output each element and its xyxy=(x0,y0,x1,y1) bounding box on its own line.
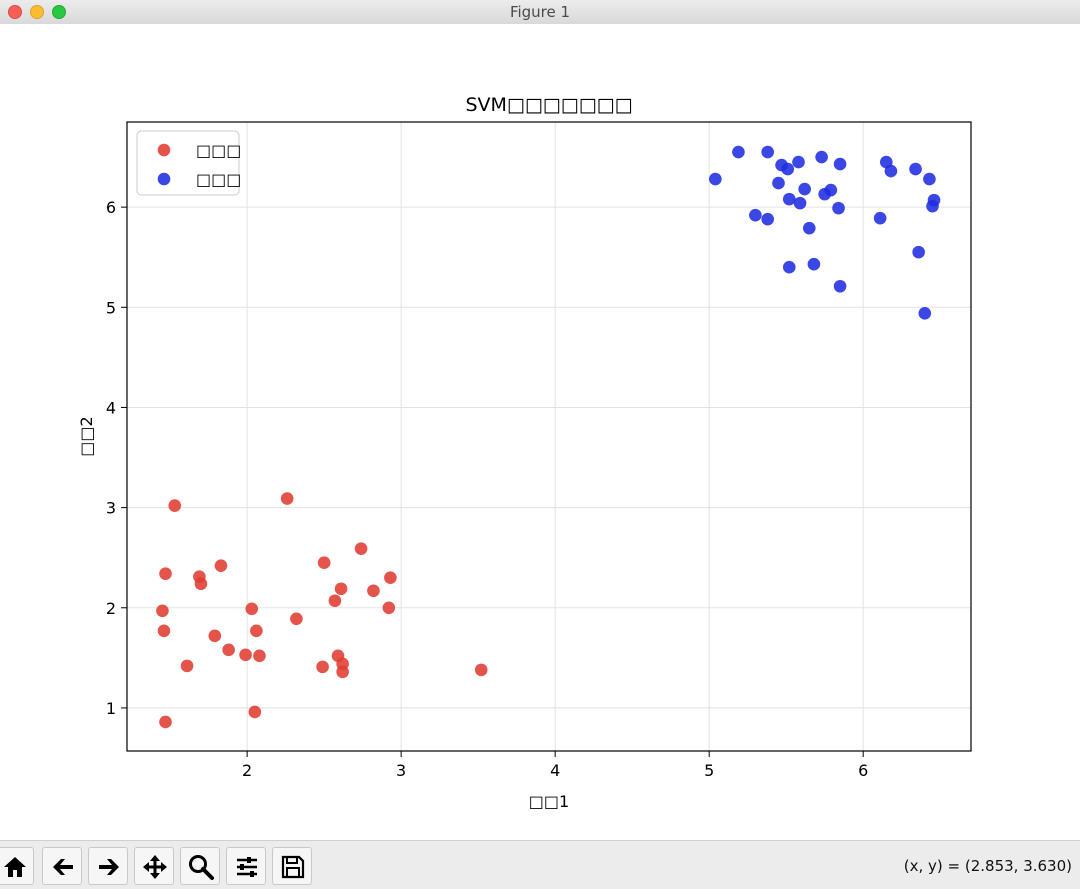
window-titlebar: Figure 1 xyxy=(0,0,1080,25)
home-button[interactable] xyxy=(0,847,34,885)
legend: □□□ □□□ xyxy=(136,130,241,196)
scatter-chart[interactable]: 2 3 4 5 6 1 2 3 4 5 6 SVM□□□□□□□ □□1 □□2 □□□ □□□ xyxy=(0,24,1080,840)
pan-button[interactable] xyxy=(134,847,174,885)
blue-data-point xyxy=(833,279,847,293)
red-data-point xyxy=(328,594,342,608)
axes-frame xyxy=(126,121,972,752)
blue-data-point xyxy=(923,172,936,186)
close-window-button[interactable] xyxy=(8,5,22,19)
blue-data-point xyxy=(884,164,898,178)
red-data-point xyxy=(367,584,380,598)
red-data-point xyxy=(280,492,294,505)
red-data-point xyxy=(317,556,331,570)
blue-data-point xyxy=(761,145,775,159)
blue-data-point xyxy=(873,211,887,225)
red-data-point xyxy=(384,571,397,585)
cursor-coordinates: (x, y) = (2.853, 3.630) xyxy=(903,857,1072,875)
red-data-point xyxy=(157,624,171,638)
chart-title: SVM□□□□□□□ xyxy=(465,94,632,116)
y-tick-label: 4 xyxy=(106,398,116,417)
blue-data-point xyxy=(824,183,838,197)
blue-data-point xyxy=(798,182,811,196)
x-axis-label: □□1 xyxy=(529,792,569,811)
back-arrow-icon xyxy=(53,859,73,875)
configure-subplots-icon xyxy=(237,857,257,877)
red-data-point xyxy=(194,577,208,591)
blue-data-point xyxy=(709,172,722,186)
y-tick-label: 5 xyxy=(106,298,116,317)
red-data-point xyxy=(208,629,222,643)
blue-data-point xyxy=(793,196,807,210)
x-tick-label: 4 xyxy=(550,761,560,780)
y-tick-label: 3 xyxy=(106,499,116,518)
y-tick-label: 1 xyxy=(106,699,116,718)
x-tick-label: 5 xyxy=(704,761,714,780)
red-data-point xyxy=(159,567,172,581)
legend-marker xyxy=(157,172,171,186)
zoom-magnifier-icon xyxy=(189,855,214,880)
red-data-point xyxy=(334,582,348,596)
y-tick-label: 2 xyxy=(106,599,116,618)
x-tick-label: 3 xyxy=(396,761,406,780)
window-title: Figure 1 xyxy=(509,3,571,21)
red-data-point xyxy=(156,604,169,618)
red-data-point xyxy=(336,665,349,679)
minimize-window-button[interactable] xyxy=(30,5,44,19)
x-tick-label: 2 xyxy=(242,761,252,780)
red-data-point xyxy=(245,602,259,616)
red-data-point xyxy=(382,601,396,615)
y-tick-label: 6 xyxy=(106,198,116,217)
forward-arrow-icon xyxy=(99,859,119,875)
blue-data-point xyxy=(927,193,941,207)
red-data-point xyxy=(222,643,235,657)
blue-data-point xyxy=(918,307,932,320)
blue-data-point xyxy=(749,208,762,222)
blue-data-point xyxy=(802,221,816,235)
blue-data-point xyxy=(909,162,922,176)
y-axis-label: □□2 xyxy=(77,416,96,456)
pan-move-icon xyxy=(143,855,167,879)
legend-label: □□□ xyxy=(196,141,241,160)
zoom-button[interactable] xyxy=(180,847,220,885)
blue-data-point xyxy=(781,162,795,176)
home-icon xyxy=(4,857,26,877)
blue-data-point xyxy=(732,145,745,159)
navigation-toolbar: (x, y) = (2.853, 3.630) xyxy=(0,840,1080,889)
red-data-point xyxy=(290,612,303,626)
red-data-point xyxy=(180,659,194,673)
grid-lines xyxy=(127,122,971,751)
figure-canvas[interactable]: 2 3 4 5 6 1 2 3 4 5 6 SVM□□□□□□□ □□1 □□2 □□□ □□□ xyxy=(0,24,1080,840)
axis-ticks: 2 3 4 5 6 1 2 3 4 5 6 xyxy=(106,198,868,780)
red-data-point xyxy=(316,660,329,674)
blue-data-point xyxy=(833,157,847,171)
blue-data-point xyxy=(761,212,775,226)
maximize-window-button[interactable] xyxy=(52,5,66,19)
blue-data-point xyxy=(807,257,821,271)
save-floppy-icon xyxy=(281,855,305,879)
red-data-point xyxy=(214,559,228,573)
blue-data-point xyxy=(815,150,828,164)
x-tick-label: 6 xyxy=(858,761,868,780)
red-data-point xyxy=(168,499,182,512)
legend-marker xyxy=(157,143,171,157)
legend-label: □□□ xyxy=(196,170,241,189)
red-data-point xyxy=(239,648,252,662)
back-button[interactable] xyxy=(42,847,82,885)
forward-button[interactable] xyxy=(88,847,128,885)
red-data-point xyxy=(354,542,368,555)
red-data-point xyxy=(248,705,262,719)
blue-data-point xyxy=(832,201,845,215)
blue-data-point xyxy=(772,176,785,190)
blue-data-point xyxy=(782,260,796,274)
configure-subplots-button[interactable] xyxy=(226,847,266,885)
blue-data-point xyxy=(792,155,805,169)
red-data-point xyxy=(159,715,172,729)
red-data-point xyxy=(474,663,488,677)
data-points xyxy=(156,145,941,729)
red-data-point xyxy=(250,624,263,638)
save-button[interactable] xyxy=(272,847,312,885)
blue-data-point xyxy=(782,192,796,206)
red-data-point xyxy=(253,649,266,663)
blue-data-point xyxy=(912,245,925,259)
